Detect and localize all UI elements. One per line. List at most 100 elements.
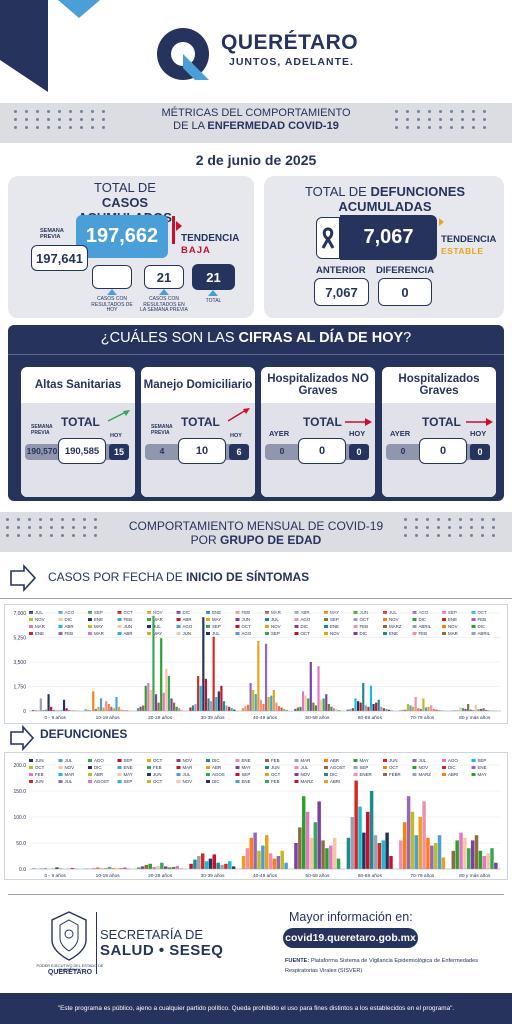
chart-bar xyxy=(327,704,330,711)
legend-label: SEP xyxy=(212,624,221,629)
legend-label: SEP xyxy=(242,772,251,777)
chart-bar xyxy=(322,698,325,711)
card-title: Altas Sanitarias xyxy=(34,379,122,391)
legend-swatch xyxy=(383,766,387,769)
legend-swatch xyxy=(324,766,328,769)
chart-bar xyxy=(144,864,149,869)
chart-bar xyxy=(459,707,462,711)
legend-label: DIC xyxy=(301,624,309,629)
legend-label: FEB xyxy=(124,617,133,622)
legend-swatch xyxy=(176,766,181,769)
trend-up-icon xyxy=(107,410,130,422)
legend-swatch xyxy=(206,618,210,621)
chart-bar xyxy=(246,704,250,711)
legend-swatch xyxy=(294,632,299,635)
chart-bar xyxy=(194,704,197,711)
legend-label: SEP xyxy=(124,779,133,784)
chart-bar xyxy=(406,704,410,711)
chart-bar xyxy=(228,706,231,711)
legend-swatch xyxy=(147,773,151,776)
chart-bar xyxy=(259,699,263,711)
chart-bar xyxy=(212,854,217,869)
legend-label: ABRIL xyxy=(478,631,491,636)
chart-bar xyxy=(381,840,385,869)
chart-bar xyxy=(136,867,141,869)
legend-swatch xyxy=(442,618,446,621)
chart-bar xyxy=(433,843,438,869)
x-tick-label: 60-69 años xyxy=(358,873,383,879)
legend-swatch xyxy=(58,632,63,635)
legend-label: OCT xyxy=(153,758,163,763)
legend-swatch xyxy=(117,625,122,628)
dots-pattern xyxy=(404,518,498,537)
ministry-line2: SALUD • SESEQ xyxy=(100,942,224,959)
legend-label: ABR xyxy=(183,617,192,622)
legend-swatch xyxy=(324,632,328,635)
legend-swatch xyxy=(176,632,181,635)
url-text[interactable]: covid19.queretaro.gob.mx xyxy=(285,932,416,944)
legend-swatch xyxy=(265,611,269,614)
chart-bar xyxy=(464,708,467,711)
x-tick-label: 70-79 años xyxy=(410,715,435,721)
chart-bar xyxy=(222,701,226,711)
card-right-value: 15 xyxy=(113,447,124,457)
card-left-value: 190,570 xyxy=(26,446,58,456)
chart-bar xyxy=(422,801,426,869)
legend-label: MAY xyxy=(360,758,369,763)
chart-bar xyxy=(487,710,490,711)
cases-total-label: TOTAL xyxy=(205,298,222,304)
legend-label: DIC xyxy=(212,758,220,763)
y-tick-label: 100.0 xyxy=(13,815,26,821)
legend-label: AGOST xyxy=(94,779,110,784)
legend-label: OCT xyxy=(242,624,252,629)
chart-bar xyxy=(309,837,314,869)
legend-label: ABR xyxy=(94,772,103,777)
chart-bar xyxy=(373,835,378,869)
legend-label: MAR xyxy=(65,772,75,777)
chart-bar xyxy=(152,615,155,711)
chart-bar xyxy=(414,835,419,869)
legend-label: MAR xyxy=(94,631,104,636)
chart-bar xyxy=(280,707,283,711)
chart-bar xyxy=(294,708,297,711)
x-tick-label: 20-29 años xyxy=(148,715,173,721)
chart-bar xyxy=(307,698,310,711)
legend-label: JUL xyxy=(65,779,73,784)
chart-bar xyxy=(111,867,116,869)
legend-label: SEP xyxy=(94,610,103,615)
legend-swatch xyxy=(206,766,210,769)
legend-label: MAY xyxy=(212,617,221,622)
legend-swatch xyxy=(324,759,328,762)
cases-prev-label: SEMANA PREVIA xyxy=(40,228,64,240)
chart-bar xyxy=(44,709,48,711)
legend-swatch xyxy=(117,766,122,769)
legend-label: SEP xyxy=(271,631,280,636)
legend-label: NOV xyxy=(153,610,163,615)
chart-bar xyxy=(461,708,465,711)
legend-swatch xyxy=(88,611,92,614)
chart-bar xyxy=(280,850,284,869)
chart-bar xyxy=(467,704,470,711)
legend-swatch xyxy=(383,618,387,621)
chart-bar xyxy=(119,867,123,869)
legend-swatch xyxy=(58,611,63,614)
legend-label: OCT xyxy=(124,610,134,615)
legend-label: ABRIL xyxy=(419,624,432,629)
chart-bar xyxy=(330,706,333,711)
legend-swatch xyxy=(442,766,446,769)
card-left-label: AYER xyxy=(390,429,411,438)
x-tick-label: 60-69 años xyxy=(358,715,383,721)
legend-swatch xyxy=(117,773,122,776)
chart-bar xyxy=(102,707,105,711)
legend-label: AGO xyxy=(301,617,311,622)
legend-label: FEB xyxy=(65,631,74,636)
y-tick-label: 5,250 xyxy=(13,636,26,642)
chart-bar xyxy=(107,704,110,711)
url-link[interactable]: covid19.queretaro.gob.mx xyxy=(283,928,418,948)
chart-bar xyxy=(220,685,223,711)
chart-bar xyxy=(163,866,168,869)
card-right-label: HOY xyxy=(230,433,242,439)
card-hosp-graves: Hospitalizados Graves TOTAL AYER 0 0 HOY… xyxy=(382,367,496,497)
legend-label: JUN xyxy=(35,758,44,763)
ministry-line1: SECRETARÍA DE xyxy=(100,927,204,942)
